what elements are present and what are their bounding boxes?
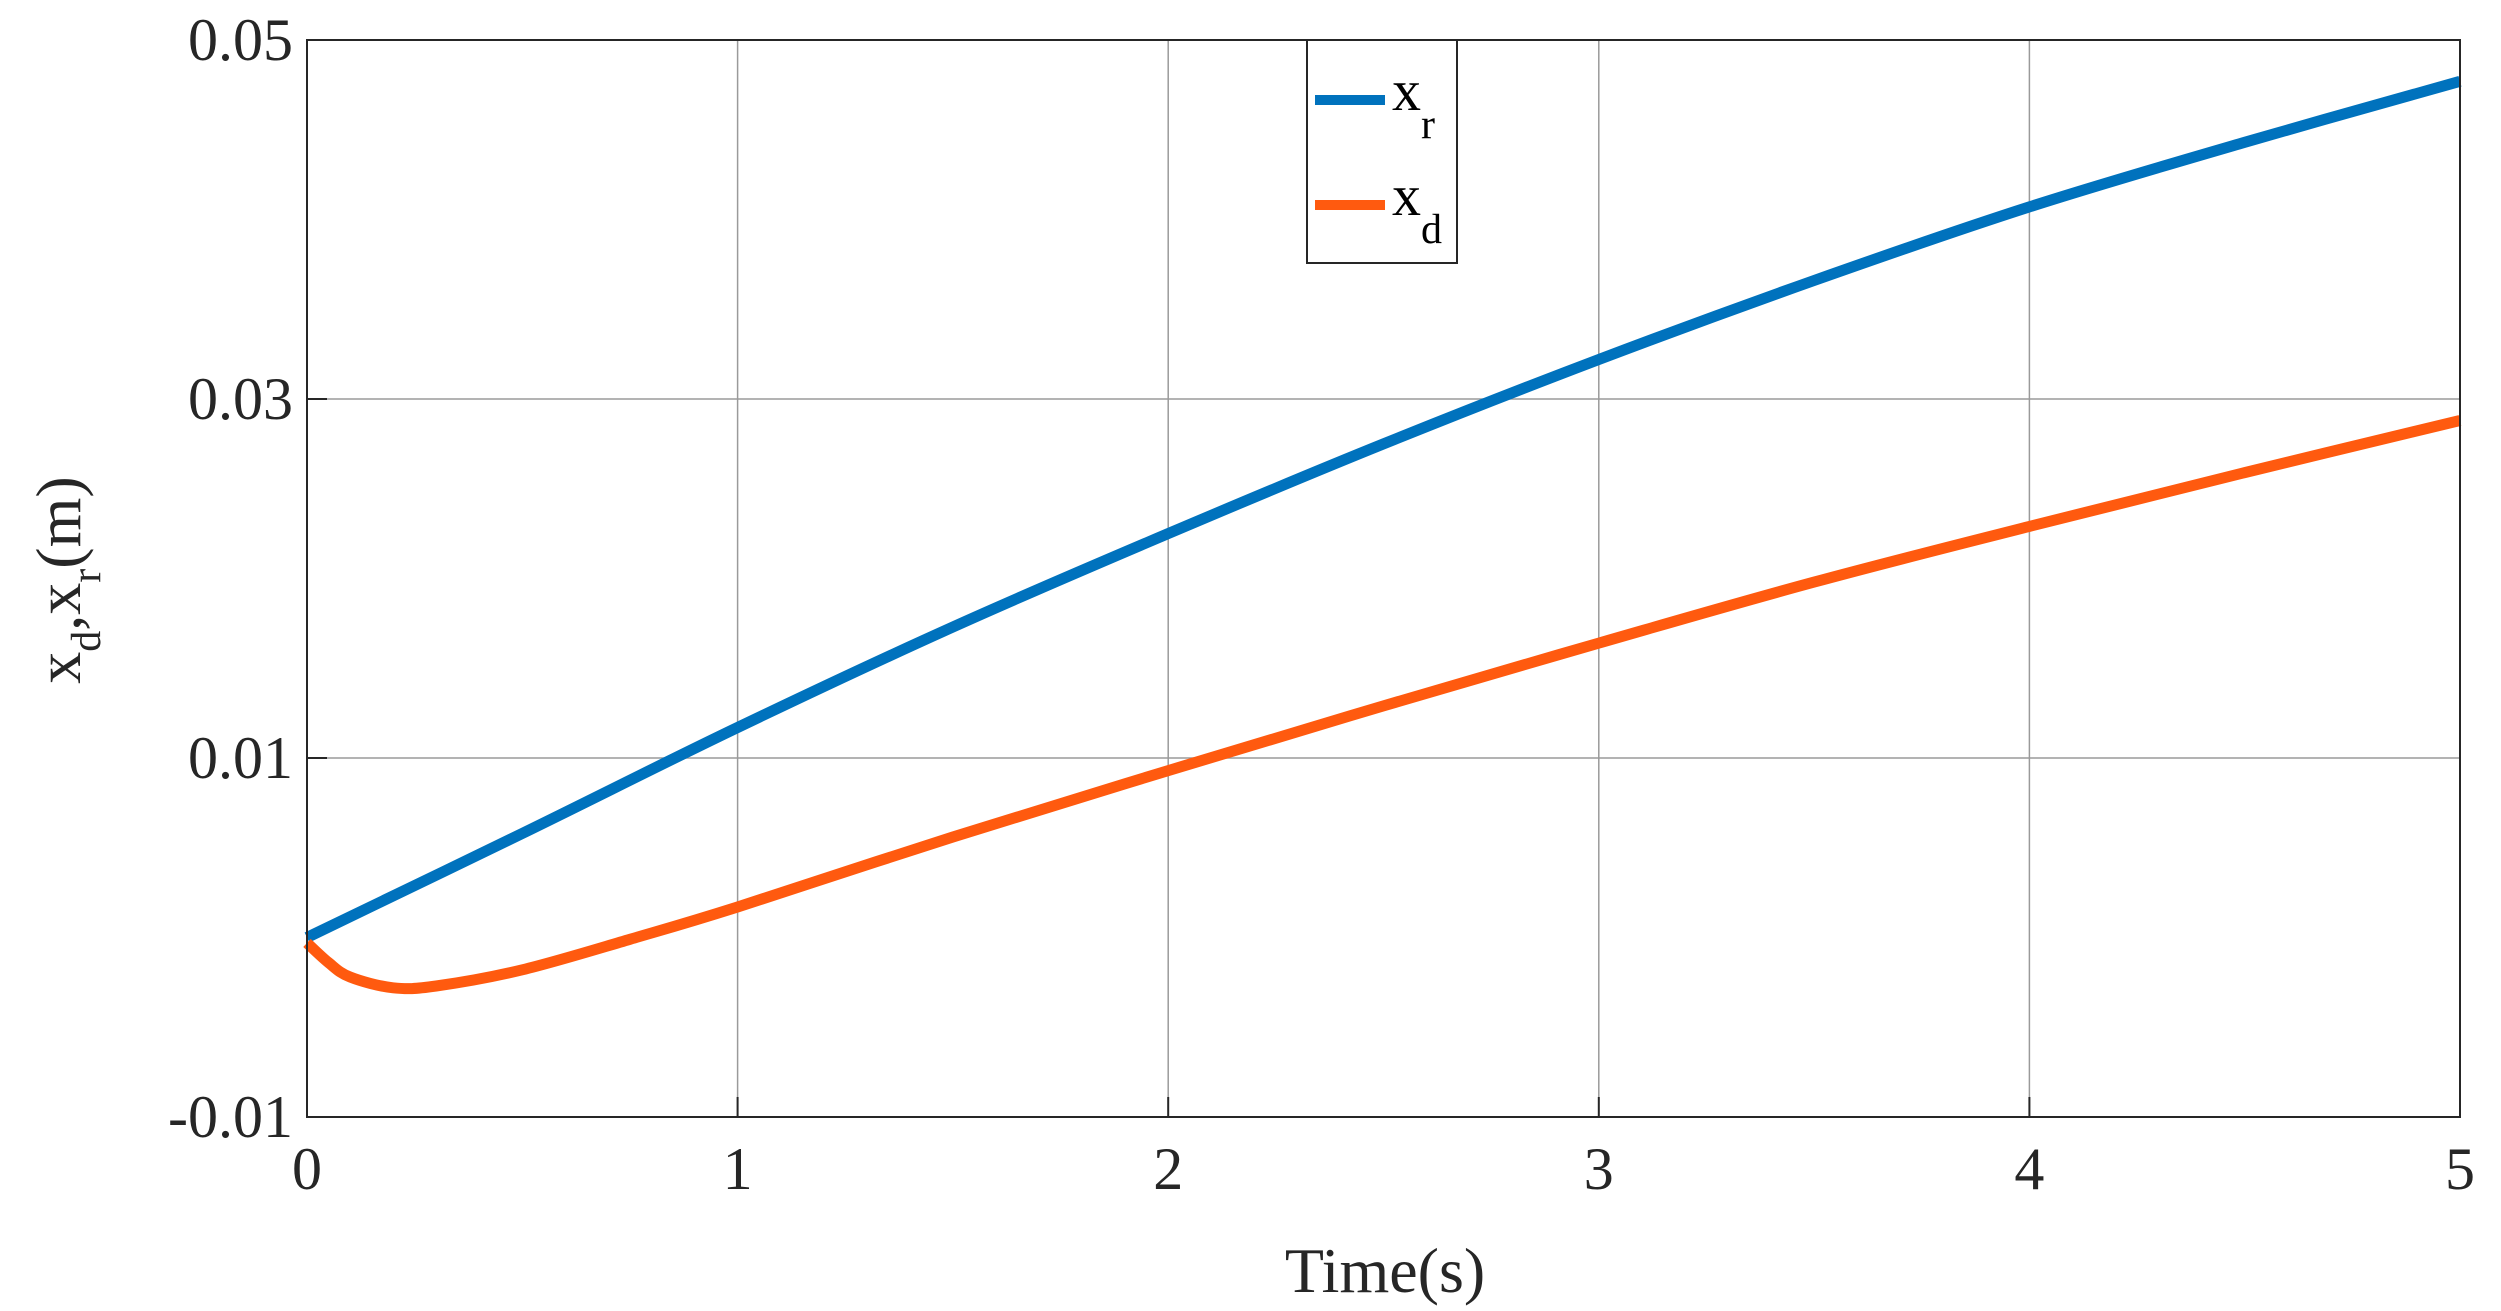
x-tick-label-5: 5: [2445, 1136, 2475, 1202]
series-layer: [303, 76, 2462, 995]
x-tick-label-0: 0: [292, 1136, 322, 1202]
legend-entry-xr-base: x: [1392, 58, 1421, 123]
x-tick-label-2: 2: [1153, 1136, 1183, 1202]
x-axis-label: Time(s): [1285, 1235, 1485, 1306]
legend-entry-xd-base: x: [1392, 163, 1421, 228]
x-tick-label-3: 3: [1584, 1136, 1614, 1202]
legend-box: [1306, 39, 1458, 264]
y-axis-label-sub-r: r: [64, 569, 110, 583]
y-tick-labels: -0.01 0.01 0.03 0.05: [168, 7, 293, 1150]
y-tick-label-3: 0.05: [188, 7, 293, 73]
legend: xr xd: [1306, 39, 1458, 264]
legend-entry-xr-sub: r: [1421, 102, 1435, 148]
x-tick-label-4: 4: [2014, 1136, 2044, 1202]
x-tick-label-1: 1: [723, 1136, 753, 1202]
legend-entry-xr: xr: [1392, 58, 1435, 148]
series-line-xd: [303, 415, 2462, 995]
y-tick-label-1: 0.01: [188, 725, 293, 791]
y-tick-label-2: 0.03: [188, 366, 293, 432]
y-axis-label-sub-d: d: [64, 631, 110, 652]
legend-entry-xd-sub: d: [1421, 207, 1442, 253]
series-line-xr: [304, 76, 2462, 943]
y-axis-label-x2: ,x: [23, 583, 94, 631]
y-tick-label-0: -0.01: [168, 1084, 293, 1150]
x-tick-labels: 0 1 2 3 4 5: [292, 1136, 2475, 1202]
y-axis-label: xd,xr(m): [23, 476, 110, 683]
y-axis-label-unit: (m): [23, 476, 94, 568]
y-axis-label-x1: x: [23, 652, 94, 684]
legend-entry-xd: xd: [1392, 163, 1442, 253]
